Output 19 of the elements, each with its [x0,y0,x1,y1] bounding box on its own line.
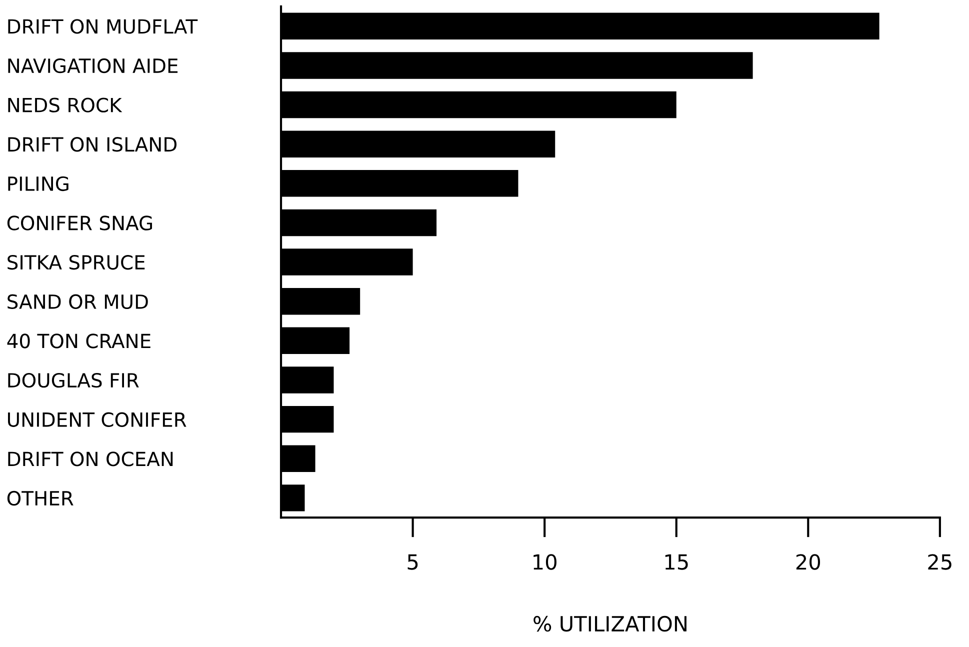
y-tick-label: NEDS ROCK [8,98,122,112]
x-tick-label: 5 [408,554,418,570]
y-tick-label: SAND OR MUD [8,294,148,310]
y-tick-label: DRIFT ON MUDFLAT [8,19,198,34]
y-tick-label: 40 TON CRANE [7,334,150,348]
y-tick-label: PILING [8,176,68,192]
x-tick-label: 15 [665,554,688,570]
x-tick-label: 20 [796,554,820,570]
x-tick-label: 25 [928,554,952,570]
y-tick-label: UNIDENT CONIFER [8,412,186,427]
x-tick-label: 10 [534,554,556,570]
y-tick-label: OTHER [7,490,74,506]
y-tick-label: DRIFT ON OCEAN [8,452,173,466]
y-tick-label: SITKA SPRUCE [8,254,145,270]
y-tick-label: NAVIGATION AIDE [8,58,178,74]
x-axis-title: % UTILIZATION [534,616,686,632]
y-tick-label: DOUGLAS FIR [8,372,139,388]
y-tick-label: CONIFER SNAG [7,216,152,230]
y-tick-label: DRIFT ON ISLAND [8,137,176,152]
